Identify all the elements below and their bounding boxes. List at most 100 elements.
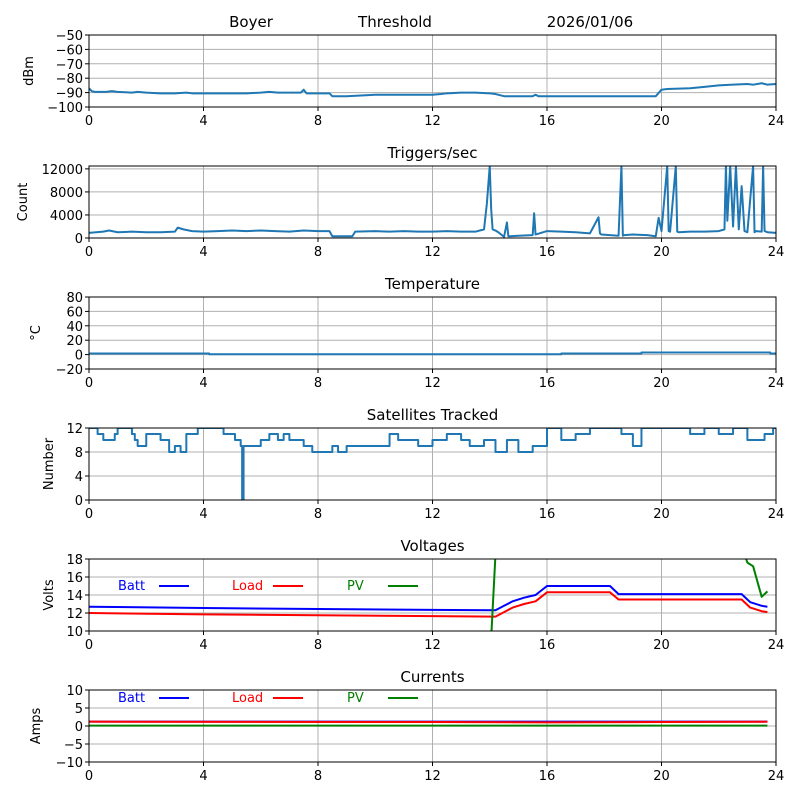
x-tick-label: 12 [424, 638, 441, 653]
subplot-currents: 0 4 8 12 16 20 24 −10 −5 0 5 10 Currents Amps Batt Load… [29, 668, 784, 784]
y-tick-label: −80 [56, 72, 83, 87]
x-tick-label: 20 [653, 245, 670, 260]
y-tick-label: 8 [75, 446, 83, 461]
x-tick-label: 0 [85, 114, 93, 129]
y-tick-label: 16 [66, 571, 83, 586]
x-tick-label: 24 [768, 114, 785, 129]
series-group [89, 428, 776, 500]
y-tick-label: −20 [56, 363, 83, 378]
x-tick-label: 8 [314, 376, 322, 391]
subplot-satellites: 0 4 8 12 16 20 24 0 4 8 12 Satellites Tracked Number [42, 406, 784, 522]
x-tick-label: 12 [424, 507, 441, 522]
x-tick-label: 0 [85, 638, 93, 653]
series-line-pv [490, 559, 769, 631]
series-line-batt [89, 585, 768, 612]
x-tick-label: 12 [424, 114, 441, 129]
x-tick-label: 8 [314, 769, 322, 784]
x-tick-label: 8 [314, 114, 322, 129]
x-tick-label: 20 [653, 769, 670, 784]
subplot-title: Voltages [400, 537, 464, 555]
x-tick-label: 0 [85, 507, 93, 522]
x-tick-label: 24 [768, 376, 785, 391]
legend-label-load: Load [232, 579, 263, 594]
subplot-title: Currents [400, 668, 464, 686]
x-tick-label: 4 [199, 638, 207, 653]
y-axis-label: Number [42, 437, 57, 490]
series-line-temperature [89, 351, 776, 356]
y-tick-label: −5 [64, 738, 83, 753]
y-tick-label: 12 [66, 422, 83, 437]
header-station: Boyer [229, 13, 274, 31]
series-line-triggers [89, 166, 776, 238]
y-tick-label: 0 [75, 349, 83, 364]
x-tick-label: 8 [314, 507, 322, 522]
legend-label-batt: Batt [118, 691, 145, 706]
header-mode: Threshold [357, 13, 432, 31]
subplot-title: Triggers/sec [387, 144, 478, 162]
legend-label-load: Load [232, 691, 263, 706]
x-tick-label: 20 [653, 638, 670, 653]
subplot-title: Temperature [384, 275, 480, 293]
y-tick-label: −100 [47, 101, 83, 116]
y-tick-label: −90 [56, 87, 83, 102]
header-date: 2026/01/06 [547, 13, 633, 31]
y-tick-label: 18 [66, 553, 83, 568]
y-tick-label: −70 [56, 58, 83, 73]
x-tick-label: 24 [768, 507, 785, 522]
y-tick-label: 10 [66, 684, 83, 699]
y-tick-label: 8000 [50, 186, 83, 201]
y-axis-label: Volts [42, 579, 57, 611]
y-tick-label: 0 [75, 232, 83, 247]
x-tick-label: 16 [539, 376, 556, 391]
y-tick-label: 40 [66, 320, 83, 335]
x-tick-label: 20 [653, 376, 670, 391]
x-tick-label: 20 [653, 114, 670, 129]
series-line-satellites [89, 428, 776, 500]
subplot-triggers: 0 4 8 12 16 20 24 0 4000 8000 12000 Triggers/sec Cou… [16, 144, 784, 260]
y-tick-label: −10 [56, 756, 83, 771]
y-tick-label: 4000 [50, 209, 83, 224]
x-tick-label: 24 [768, 638, 785, 653]
x-tick-label: 20 [653, 507, 670, 522]
x-tick-label: 24 [768, 245, 785, 260]
subplot-voltages: 0 4 8 12 16 20 24 10 12 14 16 18 Voltages Volts Batt Lo… [42, 537, 785, 653]
x-tick-label: 0 [85, 376, 93, 391]
y-axis-label: Amps [29, 707, 44, 744]
subplot-title: Satellites Tracked [367, 406, 498, 424]
y-tick-label: 12000 [42, 163, 83, 178]
x-tick-label: 4 [199, 114, 207, 129]
legend-label-pv: PV [347, 691, 364, 706]
x-tick-label: 4 [199, 245, 207, 260]
x-tick-label: 24 [768, 769, 785, 784]
series-group [89, 559, 769, 631]
y-axis-label: dBm [22, 56, 37, 86]
x-tick-label: 16 [539, 507, 556, 522]
y-tick-label: 60 [66, 305, 83, 320]
x-tick-label: 8 [314, 638, 322, 653]
x-tick-label: 4 [199, 769, 207, 784]
series-group [89, 82, 776, 98]
y-axis-label: Count [16, 183, 31, 222]
x-tick-label: 0 [85, 769, 93, 784]
y-tick-label: 80 [66, 291, 83, 306]
series-group [89, 166, 776, 238]
legend-label-batt: Batt [118, 579, 145, 594]
y-tick-label: 20 [66, 334, 83, 349]
x-tick-label: 12 [424, 769, 441, 784]
y-tick-label: −60 [56, 43, 83, 58]
subplot-rssi: 0 4 8 12 16 20 24 −100−90−80−70−60−50 dBm [22, 29, 784, 129]
x-tick-label: 16 [539, 114, 556, 129]
legend-label-pv: PV [347, 579, 364, 594]
x-tick-label: 16 [539, 769, 556, 784]
series-group [89, 351, 776, 356]
series-group [89, 720, 768, 727]
x-tick-label: 0 [85, 245, 93, 260]
series-line-load [89, 720, 768, 724]
y-tick-label: 0 [75, 720, 83, 735]
x-tick-label: 4 [199, 376, 207, 391]
x-tick-label: 4 [199, 507, 207, 522]
y-tick-label: 5 [75, 702, 83, 717]
x-tick-label: 16 [539, 638, 556, 653]
